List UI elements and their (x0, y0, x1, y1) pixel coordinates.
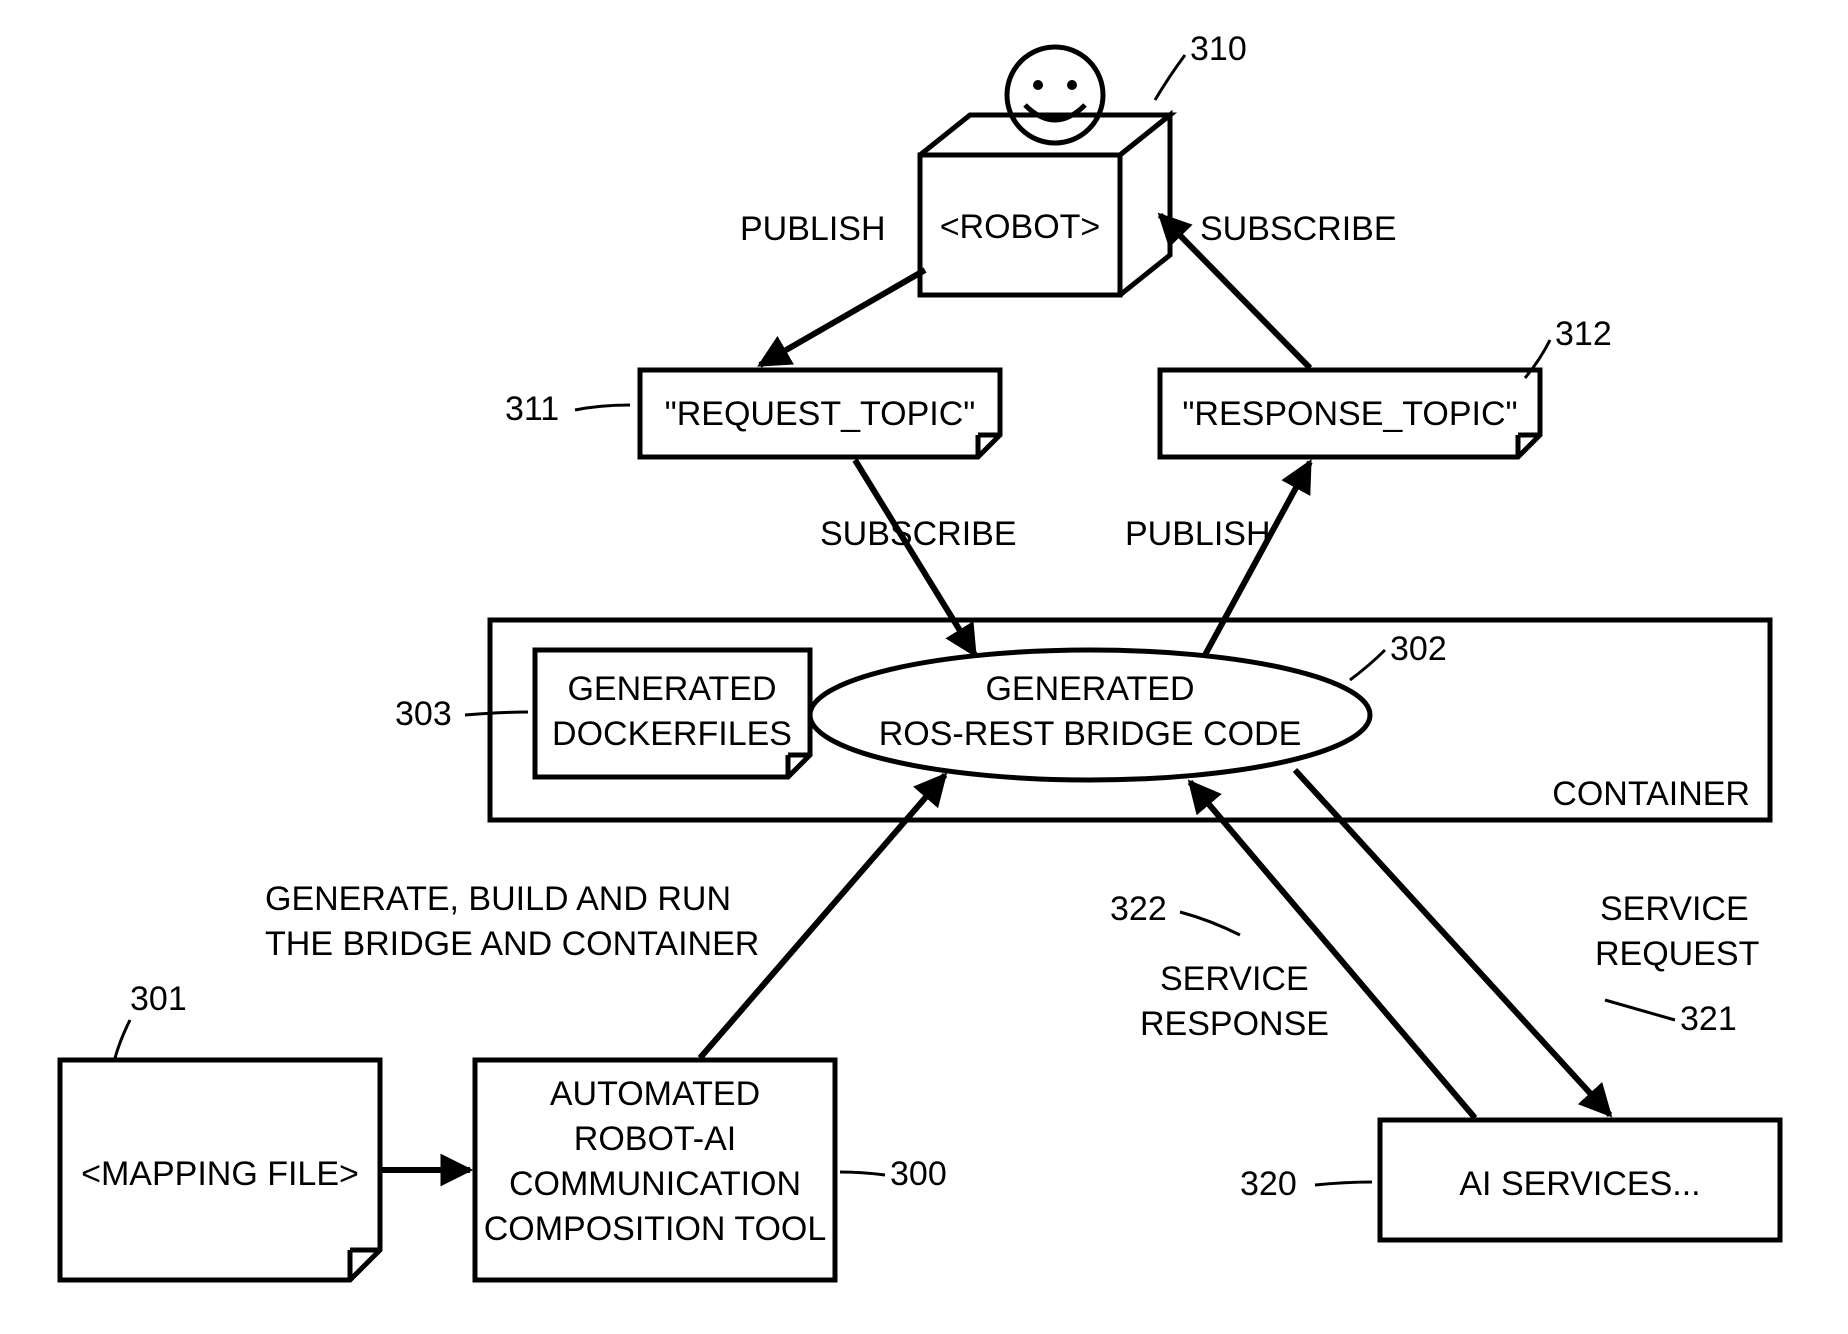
response-topic-node: "RESPONSE_TOPIC" (1160, 370, 1540, 457)
mapping-file-node: <MAPPING FILE> (60, 1060, 380, 1280)
edge-gen-l2: THE BRIDGE AND CONTAINER (265, 925, 759, 963)
request-topic-node: "REQUEST_TOPIC" (640, 370, 1000, 457)
dockerfiles-node: GENERATED DOCKERFILES (535, 650, 810, 777)
ai-services-label: AI SERVICES... (1459, 1165, 1700, 1203)
bridge-l2: ROS-REST BRIDGE CODE (879, 715, 1302, 753)
ref-322: 322 (1110, 890, 1167, 928)
arrow-ai-to-bridge (1190, 782, 1475, 1118)
tool-l3: COMMUNICATION (509, 1165, 801, 1203)
dockerfiles-l1: GENERATED (567, 670, 776, 708)
edge-publish1: PUBLISH (740, 210, 886, 248)
tool-l1: AUTOMATED (550, 1075, 760, 1113)
ref-300: 300 (890, 1155, 947, 1193)
ref-321: 321 (1680, 1000, 1737, 1038)
request-topic-label: "REQUEST_TOPIC" (665, 395, 976, 433)
arrow-robot-to-request (760, 270, 925, 365)
ref-301: 301 (130, 980, 187, 1018)
robot-label: <ROBOT> (940, 208, 1101, 246)
edge-resp-l2: RESPONSE (1140, 1005, 1329, 1043)
ref-312: 312 (1555, 315, 1612, 353)
edge-subscribe1: SUBSCRIBE (820, 515, 1017, 553)
edge-resp-l1: SERVICE (1160, 960, 1309, 998)
container-label: CONTAINER (1552, 775, 1750, 813)
edge-publish2: PUBLISH (1125, 515, 1271, 553)
response-topic-label: "RESPONSE_TOPIC" (1182, 395, 1517, 433)
bridge-l1: GENERATED (985, 670, 1194, 708)
dockerfiles-l2: DOCKERFILES (552, 715, 792, 753)
arrow-request-to-bridge (855, 460, 975, 655)
robot-node: <ROBOT> (920, 47, 1170, 295)
edge-req-l1: SERVICE (1600, 890, 1749, 928)
mapping-file-label: <MAPPING FILE> (81, 1155, 359, 1193)
edge-gen-l1: GENERATE, BUILD AND RUN (265, 880, 731, 918)
ref-320: 320 (1240, 1165, 1297, 1203)
edge-subscribe2: SUBSCRIBE (1200, 210, 1397, 248)
edge-req-l2: REQUEST (1595, 935, 1759, 973)
ref-302: 302 (1390, 630, 1447, 668)
tool-l4: COMPOSITION TOOL (484, 1210, 827, 1248)
arrow-tool-to-bridge (700, 775, 945, 1058)
ref-311: 311 (505, 390, 559, 428)
ref-303: 303 (395, 695, 452, 733)
arrow-bridge-to-response (1205, 462, 1310, 655)
ref-310: 310 (1190, 30, 1247, 68)
tool-l2: ROBOT-AI (574, 1120, 736, 1158)
